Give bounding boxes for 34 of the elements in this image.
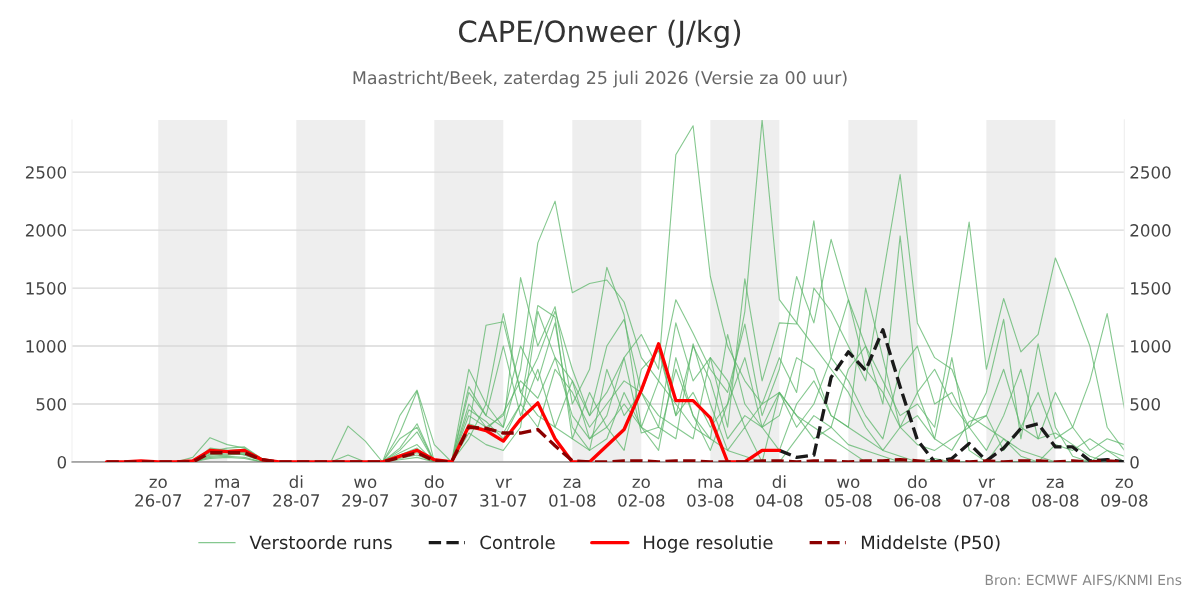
y2-tick-label: 1500 <box>1131 282 1171 295</box>
x-tick-label: vr 07-08 <box>963 478 1010 507</box>
chart-subtitle: Maastricht/Beek, zaterdag 25 juli 2026 (Versie za 00 uur) <box>353 70 847 88</box>
y2-tick-label: 0 <box>1130 455 1139 469</box>
text: Bron: ECMWF AIFS/KNMI Ens <box>985 574 1182 587</box>
y-tick-label: 1000 <box>26 340 67 353</box>
x-tick-label: zo 02-08 <box>618 478 665 507</box>
y-tick-label: 1500 <box>26 282 67 295</box>
x-tick-label: za 08-08 <box>1032 478 1079 507</box>
legend-label: Middelste (P50) <box>861 535 1000 552</box>
x-tick-label: di 04-08 <box>756 475 803 507</box>
x-tick-label: ma 27-07 <box>204 478 251 507</box>
y2-tick-label: 2000 <box>1130 224 1171 237</box>
y2-tick-label: 2500 <box>1130 166 1171 179</box>
chart-title: CAPE/Onweer (J/kg) <box>459 19 741 49</box>
x-tick-label: di 28-07 <box>273 475 320 507</box>
y2-tick-label: 1000 <box>1131 340 1171 353</box>
x-tick-label: wo 29-07 <box>342 478 389 507</box>
y-tick-label: 2500 <box>25 166 67 179</box>
x-tick-label: za 01-08 <box>549 478 596 507</box>
x-tick-label: do 30-07 <box>411 475 458 507</box>
x-tick-label: zo 09-08 <box>1101 478 1148 507</box>
y-tick-label: 500 <box>36 398 67 411</box>
legend-label: Controle <box>480 535 555 550</box>
x-tick-label: vr 31-07 <box>480 478 527 507</box>
legend-label: Hoge resolutie <box>644 535 773 553</box>
y-tick-label: 0 <box>57 455 67 469</box>
y2-tick-label: 500 <box>1130 398 1160 411</box>
y-tick-label: 2000 <box>25 224 67 237</box>
x-tick-label: ma 03-08 <box>687 478 734 507</box>
x-tick-label: wo 05-08 <box>825 478 872 507</box>
legend-label: Verstoorde runs <box>249 535 392 550</box>
x-tick-label: zo 26-07 <box>135 478 182 507</box>
x-tick-label: do 06-08 <box>894 475 941 507</box>
